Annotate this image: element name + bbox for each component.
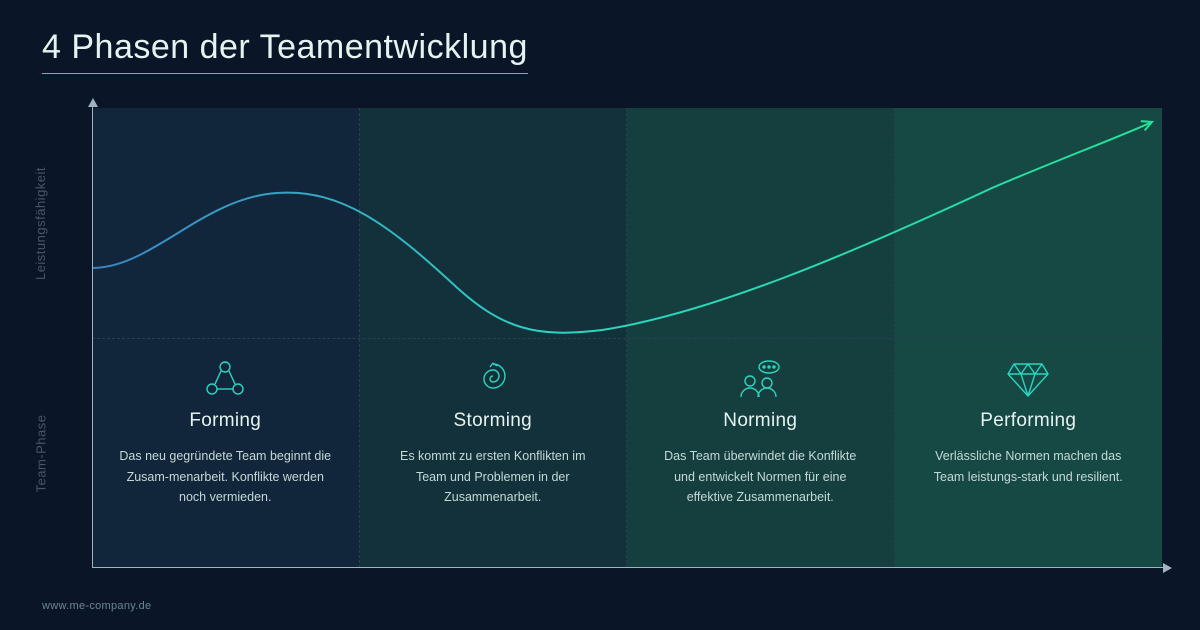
chart-area: Leistungsfähigkeit Team-Phase Forming: [92, 108, 1162, 568]
phase-forming-content: Forming Das neu gegründete Team beginnt …: [92, 348, 359, 560]
phase-norming-content: Norming Das Team überwindet die Konflikt…: [627, 348, 894, 560]
team-circle-icon: [200, 358, 250, 400]
phase-performing-content: Performing Verlässliche Normen machen da…: [895, 348, 1163, 560]
phase-performing-desc: Verlässliche Normen machen das Team leis…: [921, 446, 1137, 487]
phase-forming-desc: Das neu gegründete Team beginnt die Zusa…: [118, 446, 333, 508]
horizontal-divider: [92, 338, 1162, 339]
people-chat-icon: [735, 358, 785, 400]
y-axis-label-bottom: Team-Phase: [30, 338, 52, 568]
phase-storming-desc: Es kommt zu ersten Konflikten im Team un…: [386, 446, 601, 508]
diamond-icon: [1003, 358, 1053, 400]
phase-norming-desc: Das Team überwindet die Konflikte und en…: [653, 446, 868, 508]
y-axis: [92, 100, 93, 568]
y-axis-label-top: Leistungsfähigkeit: [30, 108, 52, 338]
x-axis: [92, 567, 1170, 568]
phase-norming-title: Norming: [723, 410, 797, 432]
phase-forming-title: Forming: [189, 410, 261, 432]
footer-url: www.me-company.de: [42, 600, 151, 612]
spiral-icon: [468, 358, 518, 400]
y-axis-label-top-text: Leistungsfähigkeit: [34, 166, 49, 279]
page-title: 4 Phasen der Teamentwicklung: [42, 28, 528, 74]
phase-storming-title: Storming: [454, 410, 532, 432]
y-axis-label-bottom-text: Team-Phase: [34, 414, 49, 492]
phase-performing-title: Performing: [980, 410, 1076, 432]
phase-storming-content: Storming Es kommt zu ersten Konflikten i…: [360, 348, 627, 560]
